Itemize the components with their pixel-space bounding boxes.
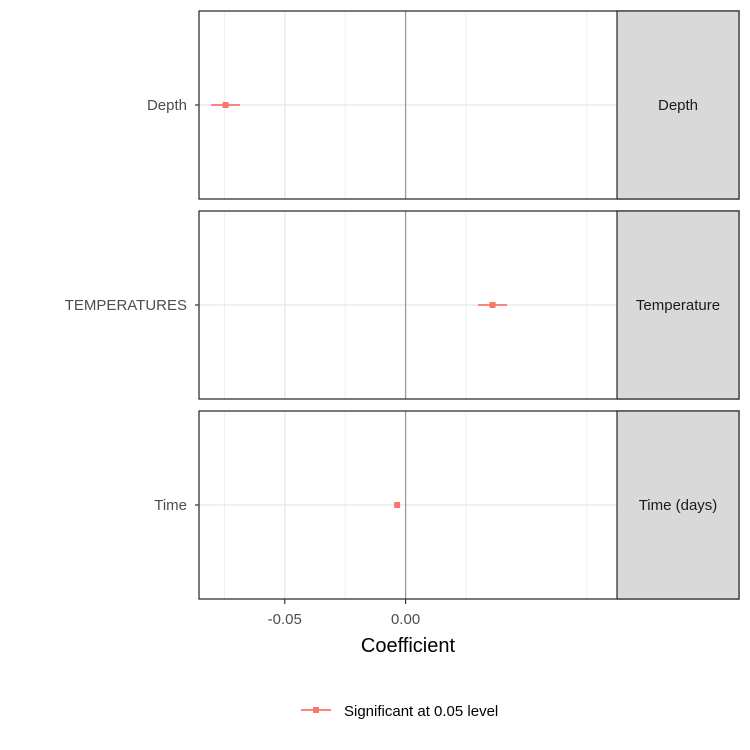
legend-label-significant: Significant at 0.05 level: [344, 703, 498, 720]
x-axis: -0.05 0.00: [268, 599, 420, 628]
legend-key-point: [313, 707, 319, 713]
facet-strip-label: Temperature: [636, 297, 720, 314]
panel-1: Temperature TEMPERATURES: [65, 210, 740, 400]
facet-strip-label: Time (days): [639, 497, 718, 514]
x-tick-label: 0.00: [391, 611, 420, 628]
y-tick-label: Time: [154, 497, 187, 514]
x-axis-title: Coefficient: [361, 635, 456, 657]
legend: Significant at 0.05 level: [301, 703, 498, 720]
y-tick-label: Depth: [147, 97, 187, 114]
y-tick-label: TEMPERATURES: [65, 297, 187, 314]
facet-strip: [616, 210, 740, 400]
estimate-point-temperatures: [489, 302, 496, 308]
estimate-point-time: [394, 502, 401, 508]
panel-0: Depth Depth: [147, 10, 740, 200]
facet-strip: [616, 10, 740, 200]
estimate-point-depth: [222, 102, 229, 108]
facet-strip-label: Depth: [658, 97, 698, 114]
facet-strip: [616, 410, 740, 600]
facet-panels: Depth Depth Temperature TEMPERATURES Time (d…: [65, 10, 740, 600]
x-tick-label: -0.05: [268, 611, 302, 628]
panel-2: Time (days) Time: [154, 410, 740, 600]
